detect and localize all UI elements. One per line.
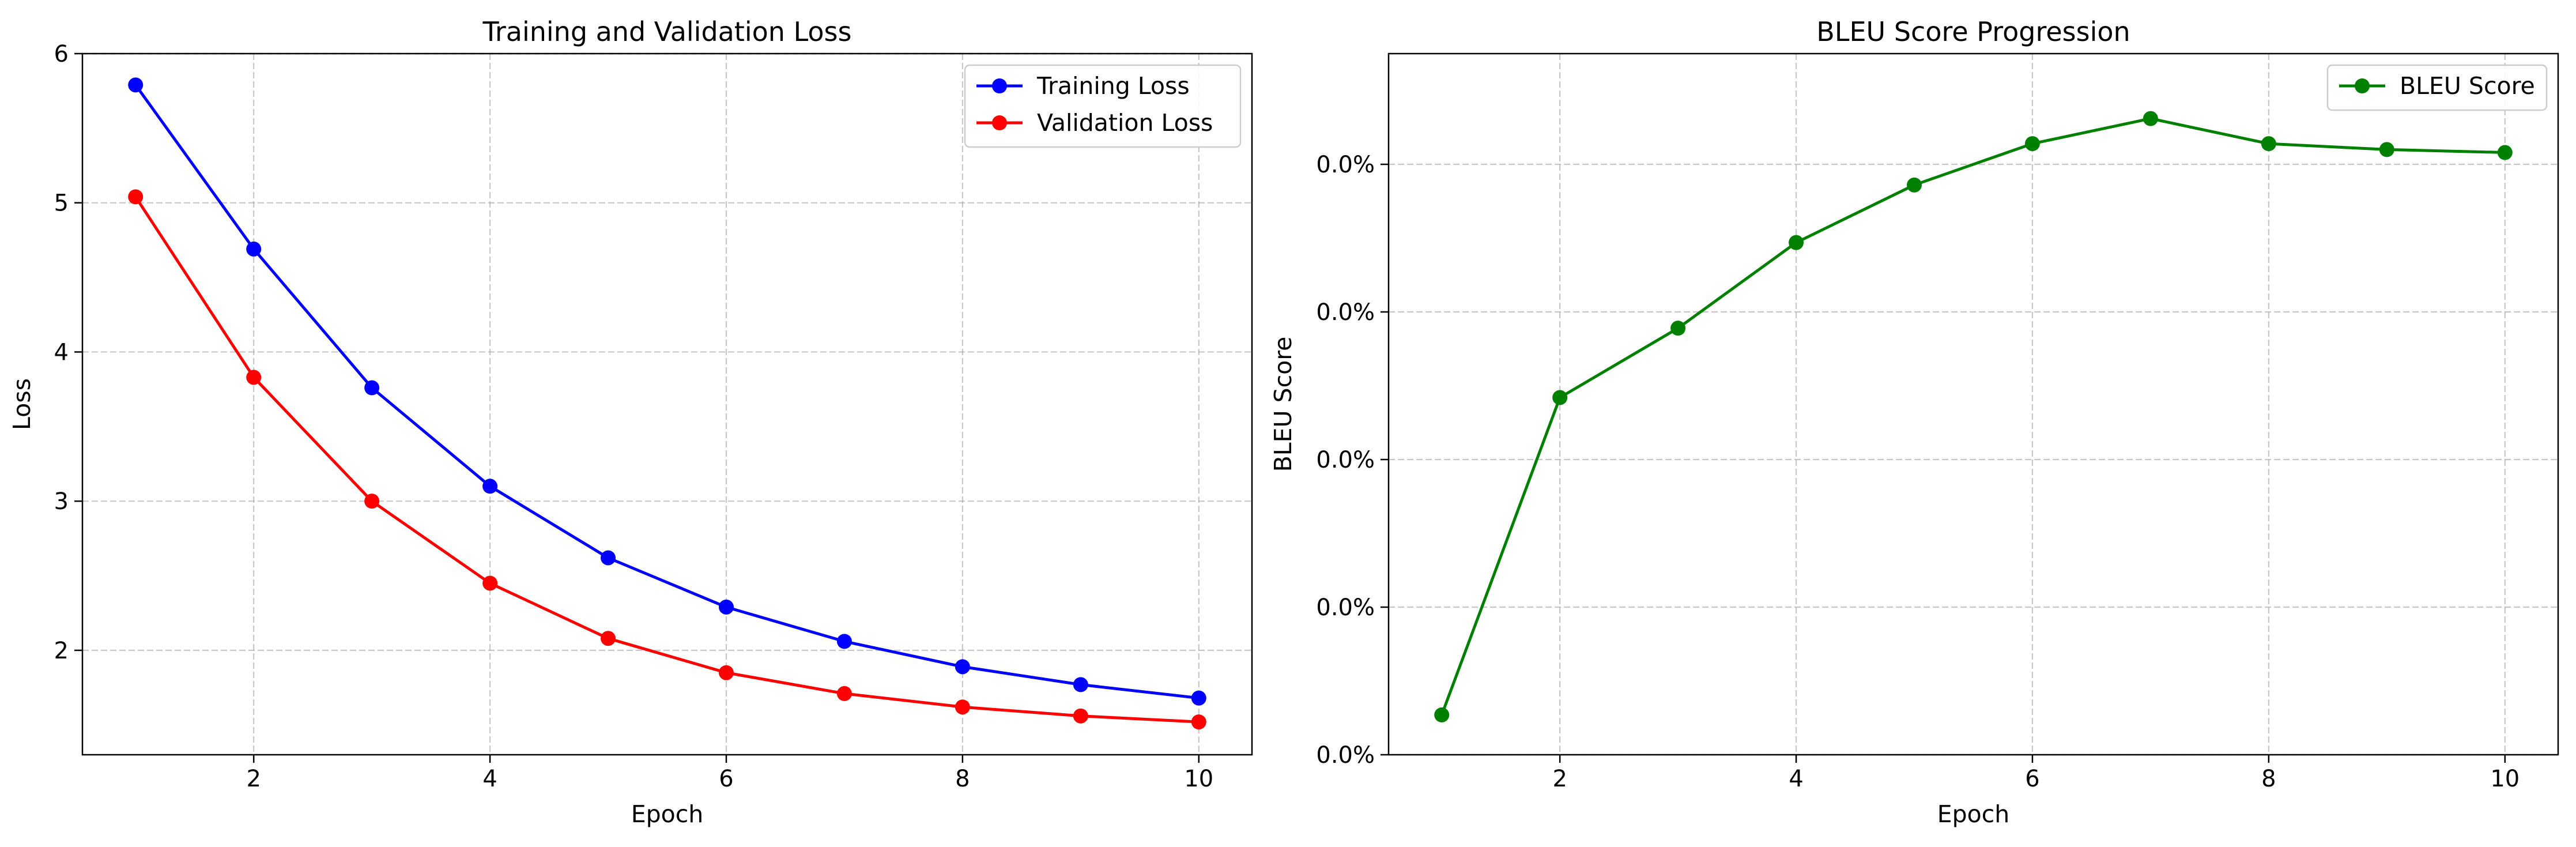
legend: Training Loss Validation Loss: [964, 64, 1242, 148]
data-point: [1670, 321, 1686, 336]
bleu-chart-panel: 2 4 6 8 10 0.0% 0.0% 0.0% 0.0% 0.0% BLEU Score Pro…: [1269, 16, 2559, 828]
data-point: [1907, 177, 1922, 193]
legend-box: [964, 64, 1242, 148]
x-tick-label: 6: [2025, 766, 2039, 792]
data-point: [246, 370, 262, 385]
x-axis-label: Epoch: [1937, 800, 2010, 828]
data-point: [482, 575, 498, 591]
data-point: [2379, 142, 2394, 157]
data-point: [836, 634, 852, 649]
data-point: [2261, 136, 2276, 152]
y-tick-label: 0.0%: [1316, 742, 1375, 769]
x-tick-label: 8: [2261, 766, 2276, 792]
y-axis-label: Loss: [8, 378, 36, 430]
legend: BLEU Score: [2326, 64, 2548, 111]
x-tick-label: 10: [1184, 766, 1213, 792]
data-point: [128, 77, 144, 93]
data-point: [1434, 707, 1450, 722]
data-point: [1191, 690, 1206, 706]
data-point: [718, 599, 734, 615]
data-point: [1191, 714, 1206, 730]
data-point: [1789, 235, 1804, 250]
data-point: [2024, 136, 2040, 152]
data-point: [955, 699, 970, 715]
y-tick-label: 6: [54, 41, 69, 67]
data-point: [364, 494, 380, 509]
data-point: [601, 550, 616, 566]
x-tick-label: 10: [2490, 766, 2520, 792]
data-point: [718, 665, 734, 680]
x-tick-label: 6: [719, 766, 733, 792]
y-tick-label: 3: [54, 488, 69, 515]
series-line-bleu-score: [1440, 117, 2505, 716]
y-tick-label: 5: [54, 190, 69, 217]
data-point: [601, 631, 616, 646]
data-point: [1073, 708, 1088, 724]
legend-label: BLEU Score: [2400, 72, 2535, 100]
legend-marker: [2355, 78, 2370, 93]
series-line-validation-loss: [134, 196, 1199, 724]
data-point: [836, 686, 852, 701]
chart-title: Training and Validation Loss: [482, 16, 852, 47]
data-point: [482, 479, 498, 494]
data-point: [1073, 677, 1088, 692]
legend-box: [2326, 64, 2548, 111]
x-tick-label: 2: [246, 766, 261, 792]
legend-label: Validation Loss: [1037, 109, 1213, 137]
axes-frame: [1387, 52, 2559, 756]
y-axis-label: BLEU Score: [1269, 337, 1297, 472]
y-tick-label: 2: [54, 638, 69, 664]
x-tick-label: 4: [1789, 766, 1803, 792]
y-tick-label: 4: [54, 339, 69, 366]
y-tick-label: 0.0%: [1316, 447, 1375, 473]
y-tick-label: 0.0%: [1316, 594, 1375, 621]
legend-marker: [992, 115, 1007, 130]
data-point: [2143, 111, 2158, 126]
y-tick-label: 0.0%: [1316, 152, 1375, 178]
x-tick-label: 8: [955, 766, 970, 792]
x-tick-label: 4: [482, 766, 497, 792]
legend-label: Training Loss: [1036, 72, 1190, 100]
x-axis-label: Epoch: [631, 800, 704, 828]
y-tick-label: 0.0%: [1316, 299, 1375, 326]
x-tick-label: 2: [1552, 766, 1567, 792]
data-point: [2497, 145, 2513, 160]
data-point: [128, 189, 144, 205]
data-point: [1552, 390, 1568, 405]
legend-marker: [992, 78, 1007, 93]
series-line-training-loss: [134, 84, 1200, 700]
data-point: [955, 659, 970, 675]
chart-title: BLEU Score Progression: [1816, 16, 2130, 47]
data-point: [246, 241, 262, 257]
data-point: [364, 380, 380, 396]
axes-frame: [81, 52, 1253, 756]
loss-chart-panel: 2 4 6 8 10 2 3 4 5 6 Training and Validation Loss E…: [8, 16, 1253, 828]
